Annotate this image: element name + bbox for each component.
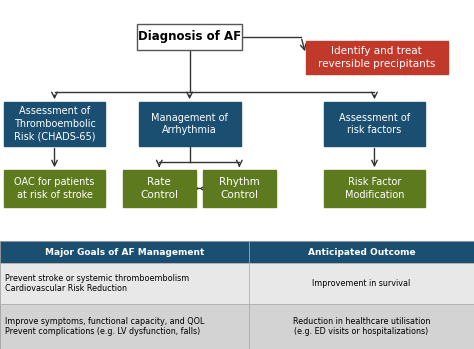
Text: Improvement in survival: Improvement in survival [312,279,410,288]
FancyBboxPatch shape [202,170,276,207]
Text: Prevent stroke or systemic thromboembolism
Cardiovascular Risk Reduction: Prevent stroke or systemic thromboemboli… [5,274,189,293]
Text: Rate
Control: Rate Control [140,177,178,200]
Text: OAC for patients
at risk of stroke: OAC for patients at risk of stroke [14,177,95,200]
Text: Diagnosis of AF: Diagnosis of AF [138,30,241,43]
Text: Improve symptoms, functional capacity, and QOL
Prevent complications (e.g. LV dy: Improve symptoms, functional capacity, a… [5,317,204,336]
Text: Assessment of
Thromboembolic
Risk (CHADS-65): Assessment of Thromboembolic Risk (CHADS… [14,106,95,141]
Text: Rhythm
Control: Rhythm Control [219,177,260,200]
FancyBboxPatch shape [249,304,474,349]
Text: Risk Factor
Modification: Risk Factor Modification [345,177,404,200]
FancyBboxPatch shape [4,170,105,207]
FancyBboxPatch shape [249,241,474,263]
Text: Anticipated Outcome: Anticipated Outcome [308,248,415,257]
Text: Identify and treat
reversible precipitants: Identify and treat reversible precipitan… [318,46,436,69]
Text: Reduction in healthcare utilisation
(e.g. ED visits or hospitalizations): Reduction in healthcare utilisation (e.g… [293,317,430,336]
Text: Management of
Arrhythmia: Management of Arrhythmia [151,113,228,135]
Text: Major Goals of AF Management: Major Goals of AF Management [45,248,204,257]
FancyBboxPatch shape [0,304,249,349]
FancyBboxPatch shape [0,263,249,304]
Text: Assessment of
risk factors: Assessment of risk factors [339,113,410,135]
FancyBboxPatch shape [323,170,425,207]
FancyBboxPatch shape [138,102,241,146]
FancyBboxPatch shape [122,170,196,207]
FancyBboxPatch shape [323,102,425,146]
FancyBboxPatch shape [4,102,105,146]
FancyBboxPatch shape [0,241,249,263]
FancyBboxPatch shape [137,24,242,50]
FancyBboxPatch shape [249,263,474,304]
FancyBboxPatch shape [306,41,448,74]
